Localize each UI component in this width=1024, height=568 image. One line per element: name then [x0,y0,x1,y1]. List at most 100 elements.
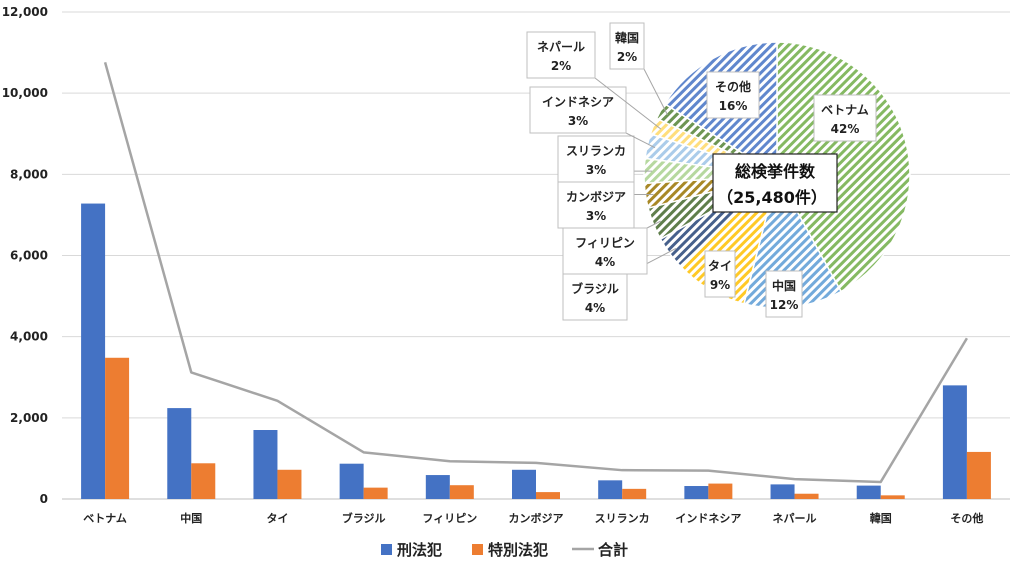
pie-label-callout: カンボジア 3% [557,181,654,229]
pie-center-box: 総検挙件数 （25,480件） [712,153,838,213]
y-tick-label: 12,000 [2,5,48,19]
leader-line [625,132,656,149]
x-tick-label: ネパール [773,512,817,525]
bar-keiho [856,485,881,499]
pie-labels: ベトナム42%中国12%タイ9%ブラジル4%フィリピン4%カンボジア3%スリラン… [526,22,877,321]
label-box [706,71,760,119]
y-tick-label: 0 [40,492,48,506]
label-box [557,135,635,183]
bar-tokubetsu [536,492,560,499]
bar-tokubetsu [105,357,130,499]
bar-keiho [512,469,536,499]
bar-tokubetsu [191,463,216,499]
bar-keiho [598,480,623,499]
y-tick-label: 6,000 [10,249,48,263]
pie-label-callout: インドネシア 3% [529,86,656,149]
bar-keiho [942,385,967,499]
pie-slice [776,41,911,293]
pie-center-subtitle: （25,480件） [717,188,827,207]
bar-tokubetsu [880,495,905,499]
pie-label-callout: ネパール 2% [526,31,662,130]
total-line [103,61,968,484]
slice-percent: 2% [551,59,571,73]
bar-keiho [339,463,364,499]
slice-name: カンボジア [566,189,626,204]
legend-item-tokubetsu: 特別法犯 [472,541,548,559]
x-tick-label: タイ [266,512,288,525]
legend-swatch [472,544,483,555]
bar-tokubetsu [794,493,819,499]
pie-label-callout: その他 16% [706,71,760,119]
pie-label-callout: ベトナム 42% [813,94,877,142]
slice-percent: 16% [719,99,748,113]
bar-tokubetsu [363,487,388,499]
slice-name: 韓国 [615,30,639,45]
slice-name: ブラジル [571,281,619,296]
label-box [765,270,803,318]
x-tick-label: インドネシア [675,512,741,525]
slice-name: タイ [708,259,732,273]
y-tick-label: 4,000 [10,330,48,344]
bar-tokubetsu [966,451,991,499]
bar-keiho [770,484,795,499]
x-tick-label: ブラジル [342,511,386,525]
legend-label: 合計 [597,541,628,559]
label-box [609,22,645,70]
bar-tokubetsu [277,469,302,499]
label-box [704,250,736,298]
slice-percent: 2% [617,50,637,64]
legend-label: 特別法犯 [488,541,548,559]
pie-label-callout: 中国 12% [765,270,803,318]
slice-percent: 42% [831,122,860,136]
slice-name: スリランカ [566,144,626,158]
bar-tokubetsu [449,485,474,499]
x-tick-label: その他 [950,511,983,525]
pie-label-callout: スリランカ 3% [557,135,653,183]
center-box-frame [712,153,838,213]
bar-tokubetsu [622,488,647,499]
label-box [526,31,596,79]
leader-line [594,77,662,130]
bar-keiho [684,486,709,499]
x-tick-label: ベトナム [83,512,127,525]
slice-name: その他 [715,79,751,94]
bars [81,203,991,499]
slice-name: ベトナム [821,103,869,117]
slice-percent: 4% [595,255,615,269]
y-tick-label: 2,000 [10,411,48,425]
y-tick-label: 8,000 [10,167,48,181]
slice-name: ネパール [537,40,585,54]
x-tick-label: フィリピン [422,512,477,525]
bar-tokubetsu [708,483,733,499]
bar-keiho [167,408,192,499]
slice-percent: 9% [710,278,730,292]
bar-keiho [425,475,450,499]
pie-center-title: 総検挙件数 [735,162,816,181]
leader-line [643,68,668,116]
slice-percent: 3% [586,209,606,223]
bar-keiho [253,430,278,499]
slice-percent: 3% [586,163,606,177]
legend-swatch [381,544,392,555]
slice-name: インドネシア [542,95,614,109]
slice-percent: 4% [585,301,605,315]
label-box [529,86,627,134]
y-axis: 0 2,000 4,000 6,000 8,000 10,000 12,000 [2,5,48,506]
legend: 刑法犯 特別法犯 合計 [381,541,628,559]
x-tick-label: 中国 [180,511,202,525]
x-tick-label: スリランカ [595,512,650,525]
slice-percent: 12% [770,298,799,312]
label-box [813,94,877,142]
x-tick-label: カンボジア [509,511,564,525]
x-axis: ベトナム 中国 タイ ブラジル フィリピン カンボジア スリランカ インドネシア ネパール 韓国 そ… [83,511,983,525]
legend-item-keiho: 刑法犯 [381,541,442,559]
bar-keiho [81,203,106,499]
legend-label: 刑法犯 [397,541,442,559]
slice-percent: 3% [568,114,588,128]
leader-line [646,220,662,229]
slice-name: 中国 [772,278,796,293]
pie-label-callout: フィリピン 4% [562,220,662,275]
pie-label-callout: タイ 9% [704,250,736,298]
